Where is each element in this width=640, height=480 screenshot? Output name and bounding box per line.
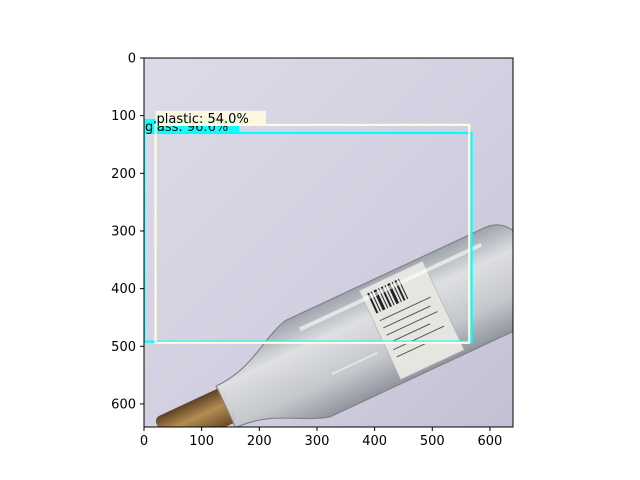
y-tick-label: 300 (111, 224, 136, 239)
label-print (379, 296, 445, 358)
detections: glass: 96.6%plastic: 54.0% (144, 110, 473, 344)
y-tick-label: 0 (128, 52, 136, 67)
y-tick-label: 600 (111, 397, 136, 412)
x-tick-label: 600 (478, 434, 503, 449)
x-tick-label: 400 (362, 434, 387, 449)
photo: glass: 96.6%plastic: 54.0% (144, 58, 513, 427)
x-tick-label: 100 (189, 434, 214, 449)
x-tick-label: 500 (420, 434, 445, 449)
glass-highlight (299, 242, 483, 332)
y-tick-label: 400 (111, 282, 136, 297)
bottle-neck (155, 388, 237, 427)
detection-label-bg-plastic (155, 110, 266, 126)
y-tick-label: 100 (111, 109, 136, 124)
detection-box-glass (144, 131, 473, 343)
x-axis: 0 100 200 300 400 500 600 (140, 427, 502, 449)
x-tick-label: 200 (247, 434, 272, 449)
detection-box-plastic (154, 123, 471, 344)
y-tick-label: 500 (111, 340, 136, 355)
y-axis: 0 100 200 300 400 500 600 (111, 52, 144, 412)
bottle (155, 224, 513, 427)
x-tick-label: 300 (305, 434, 330, 449)
y-tick-label: 200 (111, 167, 136, 182)
axes-frame (143, 57, 514, 428)
detection-label-plastic: plastic: 54.0% (157, 112, 249, 127)
x-tick-label: 0 (140, 434, 148, 449)
glass-reflection (331, 351, 378, 375)
